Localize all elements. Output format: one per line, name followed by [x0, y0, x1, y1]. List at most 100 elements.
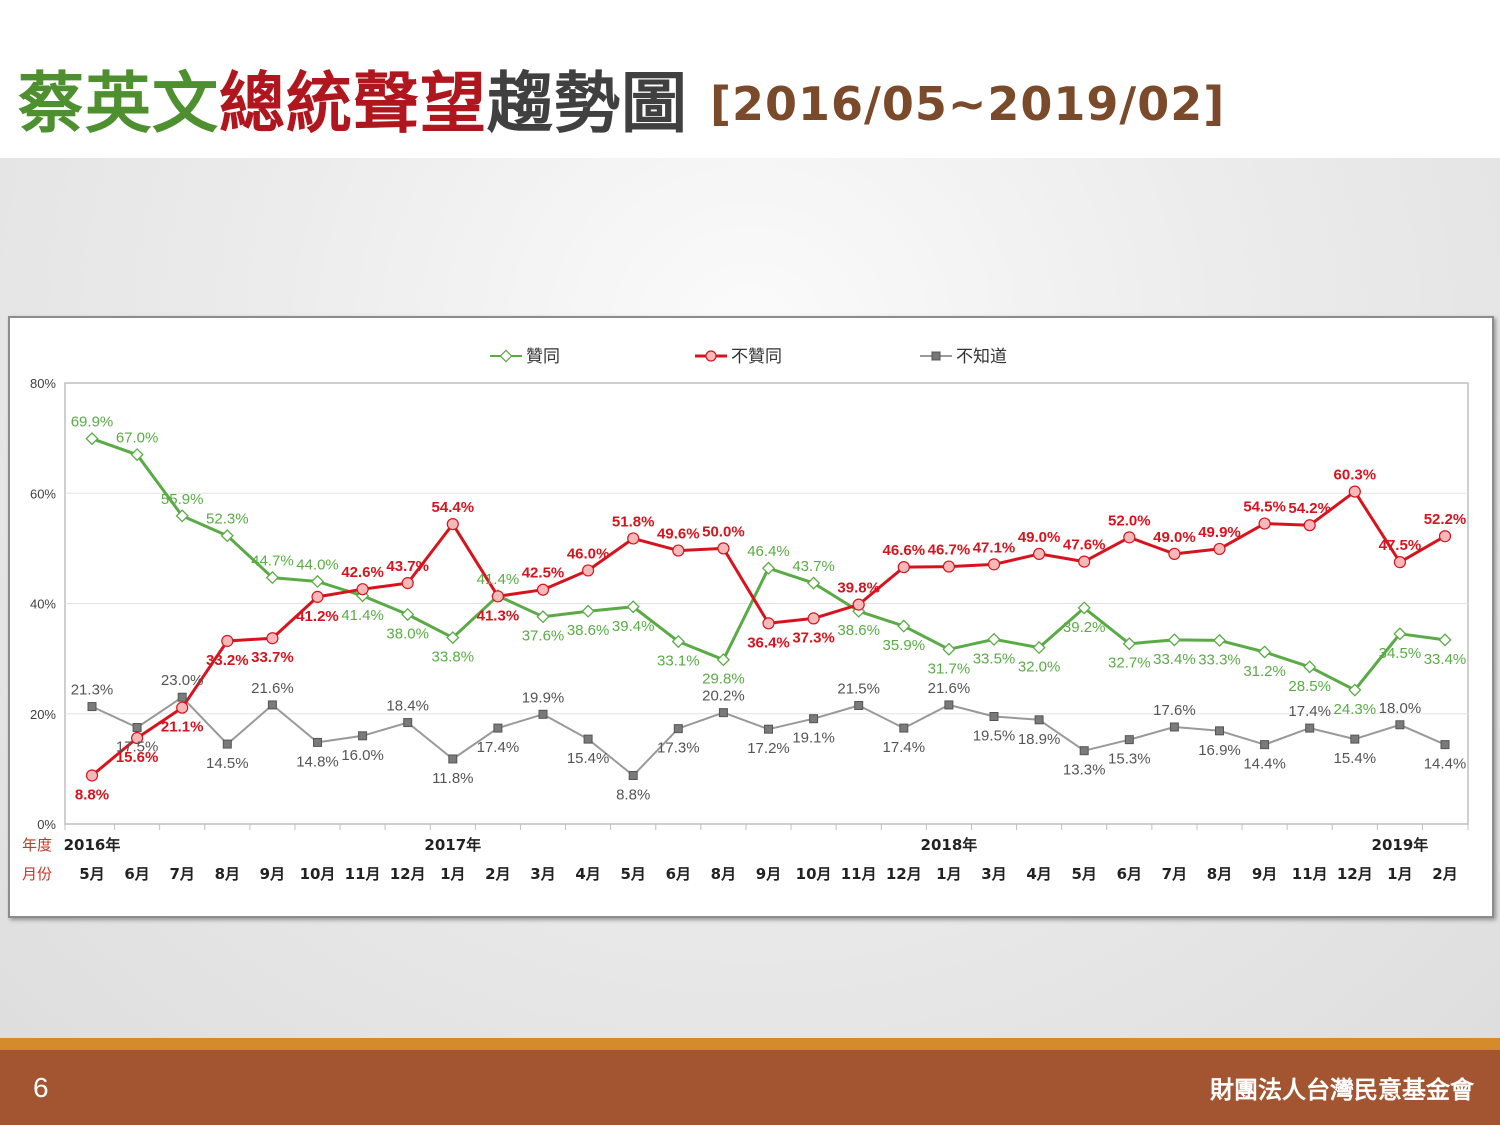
data-point-approve — [761, 561, 776, 575]
month-label: 11月 — [841, 865, 877, 883]
legend-label: 贊同 — [526, 347, 560, 367]
data-label-approve: 41.4% — [477, 571, 520, 588]
data-point-approve — [1212, 633, 1227, 648]
data-point-disapprove — [536, 583, 550, 596]
data-point-approve — [310, 574, 325, 589]
data-label-disapprove: 49.0% — [1153, 529, 1196, 546]
data-point-unknown — [1305, 723, 1315, 733]
month-label: 4月 — [1026, 865, 1051, 883]
data-point-disapprove — [1303, 519, 1316, 532]
data-point-disapprove — [897, 561, 910, 574]
month-label: 9月 — [260, 865, 285, 883]
legend-label: 不贊同 — [731, 347, 782, 367]
data-point-unknown — [1169, 722, 1179, 732]
month-label: 8月 — [215, 865, 240, 883]
data-label-disapprove: 36.4% — [747, 634, 790, 651]
data-point-approve — [1258, 645, 1272, 659]
legend-marker — [705, 350, 717, 362]
data-point-disapprove — [1348, 485, 1361, 498]
data-point-approve — [897, 619, 911, 633]
data-label-disapprove: 54.4% — [432, 499, 475, 516]
legend-label: 不知道 — [956, 347, 1007, 367]
month-label: 10月 — [300, 865, 336, 883]
data-label-unknown: 17.4% — [1288, 703, 1331, 720]
month-label: 12月 — [390, 865, 426, 883]
month-label: 1月 — [936, 865, 961, 883]
data-point-unknown — [132, 723, 142, 733]
data-point-disapprove — [1213, 542, 1226, 556]
data-point-approve — [1167, 633, 1181, 647]
data-label-approve: 33.4% — [1424, 651, 1467, 668]
data-point-disapprove — [1032, 547, 1046, 560]
data-point-disapprove — [942, 560, 956, 573]
month-label: 7月 — [1162, 865, 1187, 883]
data-point-approve — [1122, 637, 1136, 651]
data-label-disapprove: 42.6% — [341, 564, 384, 581]
month-label: 4月 — [575, 865, 600, 883]
data-point-approve — [1438, 633, 1452, 647]
data-point-approve — [942, 642, 956, 656]
data-point-unknown — [1260, 740, 1270, 750]
month-label: 8月 — [1207, 865, 1232, 883]
month-label: 2月 — [485, 865, 510, 883]
data-point-unknown — [222, 739, 232, 749]
data-label-approve: 24.3% — [1334, 701, 1377, 718]
y-tick-label: 40% — [30, 597, 56, 612]
data-label-approve: 33.5% — [973, 650, 1016, 667]
year-label: 2018年 — [921, 836, 978, 854]
month-label: 7月 — [169, 865, 194, 883]
data-point-unknown — [358, 731, 368, 741]
month-label: 11月 — [1292, 865, 1328, 883]
data-label-disapprove: 50.0% — [702, 523, 745, 540]
month-label: 8月 — [711, 865, 736, 883]
data-point-disapprove — [1438, 530, 1452, 543]
data-point-disapprove — [85, 769, 99, 782]
data-label-disapprove: 46.0% — [567, 545, 610, 562]
data-label-disapprove: 47.6% — [1063, 537, 1106, 554]
data-label-disapprove: 47.5% — [1379, 537, 1422, 554]
data-label-unknown: 17.2% — [747, 740, 790, 757]
data-label-unknown: 19.9% — [522, 689, 565, 706]
data-point-unknown — [899, 723, 909, 733]
data-point-unknown — [538, 709, 548, 719]
data-point-disapprove — [176, 701, 189, 714]
data-point-unknown — [628, 770, 638, 780]
data-label-unknown: 17.4% — [477, 739, 520, 756]
data-point-unknown — [403, 718, 413, 728]
data-point-unknown — [493, 723, 503, 733]
y-tick-label: 0% — [37, 817, 56, 832]
data-label-unknown: 15.4% — [1334, 750, 1377, 767]
data-point-approve — [987, 632, 1001, 646]
data-label-disapprove: 21.1% — [161, 719, 204, 736]
footer-bar — [0, 1050, 1500, 1125]
month-label: 6月 — [124, 865, 149, 883]
month-label: 5月 — [79, 865, 104, 883]
data-point-disapprove — [221, 634, 234, 648]
data-label-disapprove: 37.3% — [792, 629, 835, 646]
data-point-disapprove — [401, 577, 414, 590]
data-label-approve: 46.4% — [747, 543, 790, 560]
data-point-unknown — [1034, 715, 1044, 725]
data-point-unknown — [809, 714, 819, 724]
organization-name: 財團法人台灣民意基金會 — [1210, 1076, 1474, 1104]
data-label-approve: 28.5% — [1288, 678, 1331, 695]
data-point-disapprove — [762, 617, 775, 630]
data-label-approve: 43.7% — [792, 558, 835, 575]
data-label-unknown: 20.2% — [702, 688, 745, 705]
data-label-approve: 41.4% — [341, 607, 384, 624]
month-label: 5月 — [1071, 865, 1096, 883]
data-label-approve: 32.0% — [1018, 659, 1061, 676]
data-label-disapprove: 46.6% — [883, 542, 926, 559]
data-label-disapprove: 39.8% — [837, 580, 880, 597]
data-point-approve — [85, 432, 99, 446]
y-tick-label: 80% — [30, 376, 56, 391]
data-point-disapprove — [131, 731, 144, 745]
data-point-approve — [581, 604, 595, 618]
data-label-unknown: 17.3% — [657, 740, 700, 757]
data-point-approve — [446, 631, 460, 645]
title-bar: 蔡英文總統聲望趨勢圖 [2016/05~2019/02] — [0, 0, 1500, 158]
data-label-approve: 34.5% — [1379, 645, 1422, 662]
data-point-unknown — [1124, 735, 1134, 745]
data-point-approve — [1077, 601, 1091, 615]
